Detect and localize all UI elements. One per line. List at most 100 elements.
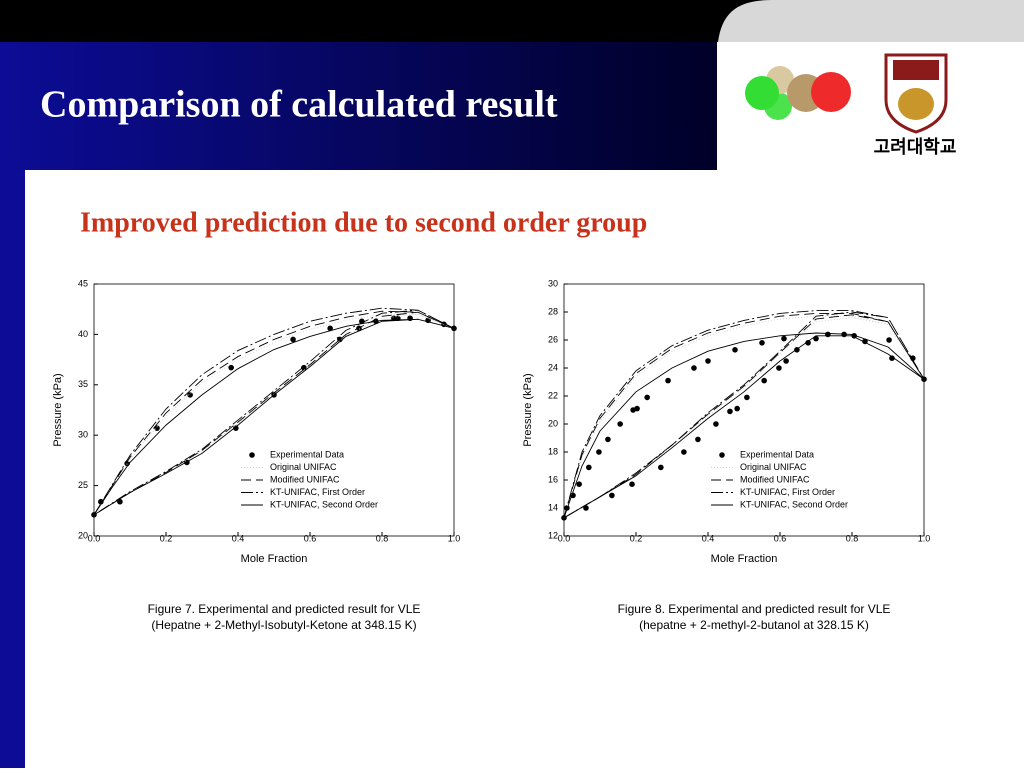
data-point bbox=[691, 365, 697, 371]
legend-label: Modified UNIFAC bbox=[270, 474, 340, 484]
title-band bbox=[0, 42, 717, 170]
x-tick-label: 0.4 bbox=[702, 533, 715, 543]
y-tick-label: 22 bbox=[548, 390, 558, 400]
y-tick-label: 30 bbox=[78, 430, 88, 440]
figure-caption: (hepatne + 2-methyl-2-butanol at 328.15 … bbox=[639, 618, 869, 632]
data-point bbox=[759, 340, 765, 346]
data-point bbox=[605, 436, 611, 443]
data-point bbox=[187, 392, 193, 398]
figure-caption: Figure 7. Experimental and predicted res… bbox=[148, 602, 421, 616]
data-point bbox=[886, 337, 892, 343]
x-tick-label: 0.8 bbox=[846, 533, 859, 543]
model-line bbox=[93, 318, 455, 516]
y-tick-label: 24 bbox=[548, 362, 558, 372]
model-line bbox=[93, 313, 455, 516]
x-axis-title: Mole Fraction bbox=[711, 553, 778, 565]
data-point bbox=[359, 318, 365, 325]
data-point bbox=[117, 498, 123, 505]
y-tick-label: 16 bbox=[548, 474, 558, 484]
x-tick-label: 0.2 bbox=[160, 533, 173, 543]
data-point bbox=[629, 481, 635, 488]
data-point bbox=[776, 365, 782, 371]
legend-marker bbox=[719, 452, 725, 458]
data-point bbox=[583, 505, 589, 511]
data-point bbox=[658, 464, 664, 471]
model-line bbox=[563, 332, 925, 519]
y-tick-label: 12 bbox=[548, 530, 558, 540]
university-crest bbox=[884, 53, 948, 134]
data-point bbox=[327, 325, 333, 332]
data-point bbox=[665, 377, 671, 384]
subtitle: Improved prediction due to second order … bbox=[80, 207, 647, 238]
data-point bbox=[734, 405, 740, 412]
legend-label: KT-UNIFAC, Second Order bbox=[270, 499, 378, 509]
data-point bbox=[713, 421, 719, 427]
data-point bbox=[290, 336, 296, 343]
x-tick-label: 0.8 bbox=[376, 533, 389, 543]
model-line bbox=[563, 315, 925, 519]
x-tick-label: 0.6 bbox=[304, 533, 317, 543]
legend-label: Original UNIFAC bbox=[270, 462, 337, 472]
model-line bbox=[563, 312, 925, 519]
y-tick-label: 20 bbox=[548, 418, 558, 428]
data-point bbox=[695, 436, 701, 443]
data-point bbox=[783, 358, 789, 364]
top-tab bbox=[718, 0, 1024, 42]
data-point bbox=[781, 335, 787, 342]
data-point bbox=[617, 421, 623, 427]
data-point bbox=[576, 481, 582, 488]
data-point bbox=[644, 394, 650, 401]
legend-label: KT-UNIFAC, First Order bbox=[740, 487, 835, 497]
data-point bbox=[732, 347, 738, 353]
y-tick-label: 45 bbox=[78, 278, 88, 288]
figure-caption: Figure 8. Experimental and predicted res… bbox=[618, 602, 891, 616]
data-point bbox=[761, 377, 767, 384]
data-point bbox=[586, 464, 592, 471]
data-point bbox=[889, 355, 895, 362]
slide-title: Comparison of calculated result bbox=[40, 84, 558, 126]
y-tick-label: 25 bbox=[78, 480, 88, 490]
plot-frame bbox=[93, 283, 455, 537]
plot-frame bbox=[563, 283, 925, 537]
data-point bbox=[301, 364, 307, 371]
molecule-logo bbox=[745, 66, 851, 120]
x-tick-label: 0.2 bbox=[630, 533, 643, 543]
data-point bbox=[233, 425, 239, 431]
legend-label: Experimental Data bbox=[740, 449, 814, 459]
y-tick-label: 28 bbox=[548, 306, 558, 316]
data-point bbox=[805, 340, 811, 346]
y-tick-label: 35 bbox=[78, 379, 88, 389]
legend-marker bbox=[249, 452, 255, 458]
y-tick-label: 26 bbox=[548, 334, 558, 344]
data-point bbox=[744, 394, 750, 401]
x-axis-title: Mole Fraction bbox=[241, 553, 308, 565]
y-axis-title: Pressure (kPa) bbox=[522, 373, 534, 446]
x-tick-label: 1.0 bbox=[448, 533, 461, 543]
legend-label: KT-UNIFAC, First Order bbox=[270, 487, 365, 497]
data-point bbox=[228, 364, 234, 371]
y-tick-label: 30 bbox=[548, 278, 558, 288]
y-tick-label: 40 bbox=[78, 329, 88, 339]
model-line bbox=[563, 310, 925, 519]
figure-caption: (Hepatne + 2-Methyl-Isobutyl-Ketone at 3… bbox=[151, 618, 416, 632]
university-name: 고려대학교 bbox=[874, 136, 957, 158]
left-strip bbox=[0, 170, 25, 768]
legend-label: Original UNIFAC bbox=[740, 462, 807, 472]
y-tick-label: 20 bbox=[78, 530, 88, 540]
x-tick-label: 1.0 bbox=[918, 533, 931, 543]
x-tick-label: 0.0 bbox=[88, 533, 101, 543]
data-point bbox=[609, 492, 615, 499]
x-tick-label: 0.6 bbox=[774, 533, 787, 543]
data-point bbox=[634, 405, 640, 412]
x-tick-label: 0.4 bbox=[232, 533, 245, 543]
data-point bbox=[825, 331, 831, 338]
data-point bbox=[705, 358, 711, 364]
legend-label: Modified UNIFAC bbox=[740, 474, 810, 484]
legend-label: KT-UNIFAC, Second Order bbox=[740, 499, 848, 509]
data-point bbox=[681, 449, 687, 455]
y-tick-label: 18 bbox=[548, 446, 558, 456]
y-axis-title: Pressure (kPa) bbox=[52, 373, 64, 446]
data-point bbox=[596, 449, 602, 455]
x-tick-label: 0.0 bbox=[558, 533, 571, 543]
